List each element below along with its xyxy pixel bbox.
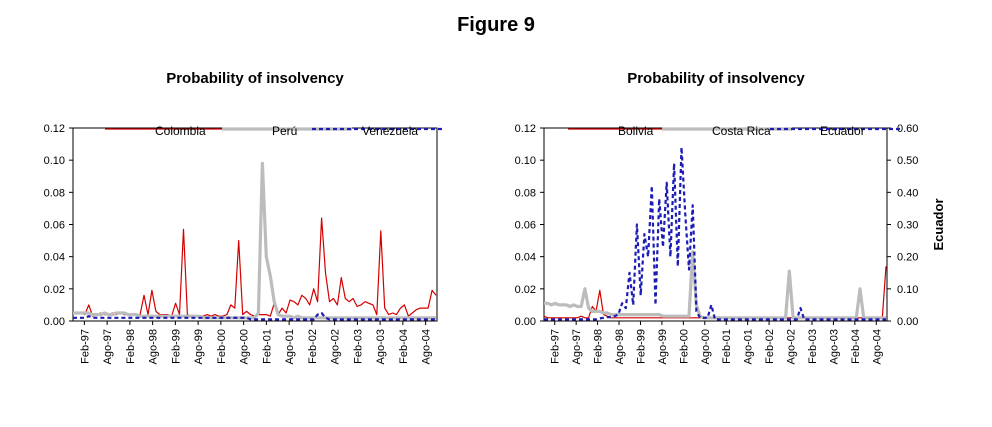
chart2-y2-tick-label: 0.30 bbox=[897, 220, 918, 232]
figure-title: Figure 9 bbox=[457, 14, 535, 36]
chart1-legend-label: Venezuela bbox=[362, 124, 418, 138]
chart2-x-tick-label: Ago-97 bbox=[571, 329, 583, 364]
chart2-title: Probability of insolvency bbox=[627, 70, 805, 87]
chart2-y-tick-label: 0.12 bbox=[515, 123, 536, 135]
chart2-y2-tick-label: 0.00 bbox=[897, 316, 918, 328]
chart2-y2-tick-label: 0.60 bbox=[897, 123, 918, 135]
chart2-x-tick-label: Feb-03 bbox=[807, 329, 819, 364]
chart1-plot-frame bbox=[72, 127, 438, 322]
chart1-x-tick-label: Ago-00 bbox=[239, 329, 251, 364]
chart1-y-tick-label: 0.00 bbox=[44, 316, 65, 328]
chart2-y-tick-label: 0.06 bbox=[515, 220, 536, 232]
chart1-x-tick-label: Ago-01 bbox=[284, 329, 296, 364]
chart1-y-tick-label: 0.10 bbox=[44, 155, 65, 167]
chart2-x-tick-label: Ago-99 bbox=[657, 329, 669, 364]
chart2-y2-tick-label: 0.50 bbox=[897, 155, 918, 167]
chart1-x-tick-label: Feb-03 bbox=[352, 329, 364, 364]
chart1-x-tick-label: Feb-97 bbox=[79, 329, 91, 364]
chart1-y-tick-label: 0.12 bbox=[44, 123, 65, 135]
chart2-plot-frame bbox=[543, 127, 888, 322]
chart1-x-tick-label: Feb-04 bbox=[398, 329, 410, 364]
chart2-x-tick-label: Ago-98 bbox=[614, 329, 626, 364]
chart1-x-tick-label: Feb-00 bbox=[216, 329, 228, 364]
chart2-legend-label: Bolivia bbox=[618, 124, 654, 138]
chart2-y2-tick-label: 0.40 bbox=[897, 187, 918, 199]
chart2-series-costa-rica bbox=[544, 250, 886, 320]
chart2-y-tick-label: 0.02 bbox=[515, 284, 536, 296]
chart2-x-tick-label: Feb-04 bbox=[850, 329, 862, 364]
chart1-x-tick-label: Feb-99 bbox=[170, 329, 182, 364]
chart1-x-tick-label: Feb-98 bbox=[125, 329, 137, 364]
chart1-y-tick-label: 0.04 bbox=[44, 252, 65, 264]
chart1-y-tick-label: 0.06 bbox=[44, 220, 65, 232]
chart1-x-tick-label: Ago-97 bbox=[102, 329, 114, 364]
chart2-x-tick-label: Feb-01 bbox=[721, 329, 733, 364]
chart2-x-tick-label: Ago-04 bbox=[871, 329, 883, 364]
chart1-legend-label: Colombia bbox=[155, 124, 206, 138]
chart1-series-per- bbox=[73, 161, 436, 320]
chart2-x-tick-label: Feb-99 bbox=[635, 329, 647, 364]
chart2-y2-tick-label: 0.20 bbox=[897, 252, 918, 264]
chart1-x-tick-label: Feb-02 bbox=[307, 329, 319, 364]
chart2-y-tick-label: 0.04 bbox=[515, 252, 536, 264]
chart1-x-tick-label: Ago-99 bbox=[193, 329, 205, 364]
chart1-legend-label: Perú bbox=[272, 124, 297, 138]
chart2-x-tick-label: Feb-02 bbox=[764, 329, 776, 364]
chart2-x-tick-label: Ago-02 bbox=[786, 329, 798, 364]
chart1-y-tick-label: 0.02 bbox=[44, 284, 65, 296]
chart2-x-tick-label: Feb-00 bbox=[678, 329, 690, 364]
chart1-y-tick-label: 0.08 bbox=[44, 187, 65, 199]
chart2-y-tick-label: 0.10 bbox=[515, 155, 536, 167]
chart2-y-tick-label: 0.00 bbox=[515, 316, 536, 328]
chart2-legend-label: Ecuador bbox=[820, 124, 865, 138]
chart1-x-tick-label: Ago-02 bbox=[330, 329, 342, 364]
chart2-x-tick-label: Ago-01 bbox=[743, 329, 755, 364]
chart2-x-tick-label: Ago-03 bbox=[828, 329, 840, 364]
chart2-y-tick-label: 0.08 bbox=[515, 187, 536, 199]
chart1-x-tick-label: Feb-01 bbox=[261, 329, 273, 364]
chart2-x-tick-label: Ago-00 bbox=[700, 329, 712, 364]
chart1-x-tick-label: Ago-03 bbox=[375, 329, 387, 364]
chart2-series-ecuador bbox=[544, 146, 886, 321]
chart2-y2-tick-label: 0.10 bbox=[897, 284, 918, 296]
chart2-legend-label: Costa Rica bbox=[712, 124, 771, 138]
chart1-title: Probability of insolvency bbox=[166, 70, 344, 87]
chart1-x-tick-label: Ago-04 bbox=[421, 329, 433, 364]
chart2-x-tick-label: Feb-98 bbox=[593, 329, 605, 364]
chart2-x-tick-label: Feb-97 bbox=[550, 329, 562, 364]
chart2-y2-axis-label: Ecuador bbox=[931, 198, 946, 250]
chart1-series-colombia bbox=[73, 217, 437, 317]
chart1-x-tick-label: Ago-98 bbox=[148, 329, 160, 364]
chart1-series-venezuela bbox=[73, 311, 436, 321]
